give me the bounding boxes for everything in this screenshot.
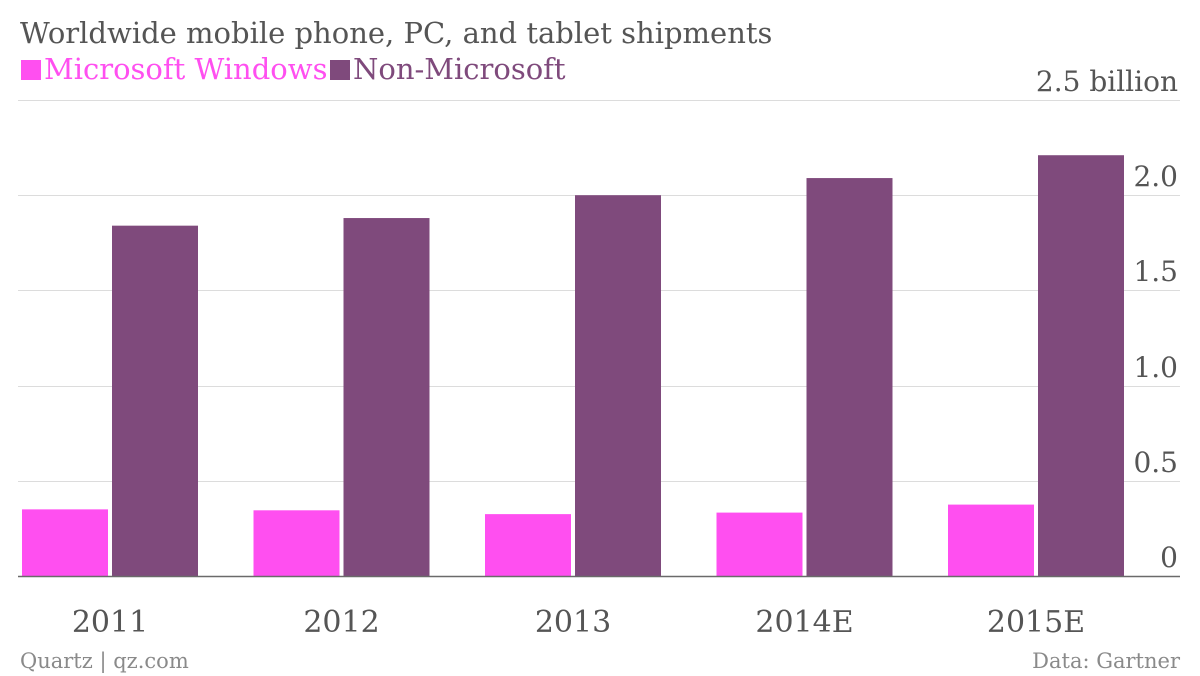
x-axis-tick-labels: 2011 2012 2013 2014E 2015E: [72, 605, 1085, 640]
y-axis-tick-labels: 0 0.5 1.0 1.5 2.0 2.5 billion: [1036, 65, 1178, 574]
legend-label-microsoft-windows: Microsoft Windows: [44, 52, 327, 86]
y-tick-label-1-5: 1.5: [1133, 255, 1178, 288]
bar-non-microsoft-2014e: [806, 178, 893, 576]
legend: Microsoft Windows Non-Microsoft: [21, 52, 566, 86]
y-tick-label-0-5: 0.5: [1133, 446, 1178, 479]
bar-microsoft-windows-2011: [22, 509, 108, 576]
x-tick-label-2014e: 2014E: [755, 605, 853, 640]
bar-non-microsoft-2013: [575, 195, 661, 576]
legend-swatch-microsoft-windows: [21, 60, 41, 80]
legend-label-non-microsoft: Non-Microsoft: [353, 52, 566, 86]
x-tick-label-2012: 2012: [303, 605, 379, 640]
footer-source: Data: Gartner: [1032, 649, 1181, 673]
x-tick-label-2013: 2013: [535, 605, 611, 640]
bar-microsoft-windows-2015e: [948, 504, 1034, 576]
x-tick-label-2011: 2011: [72, 605, 148, 640]
bar-microsoft-windows-2014e: [716, 512, 803, 576]
bar-microsoft-windows-2012: [253, 510, 340, 576]
y-tick-label-2-0: 2.0: [1133, 160, 1178, 193]
bar-non-microsoft-2011: [112, 225, 198, 576]
bar-non-microsoft-2012: [343, 218, 430, 576]
bar-microsoft-windows-2013: [485, 514, 571, 576]
legend-swatch-non-microsoft: [330, 60, 350, 80]
bars: [22, 155, 1124, 576]
x-tick-label-2015e: 2015E: [987, 605, 1085, 640]
y-tick-label-2-5-billion: 2.5 billion: [1036, 65, 1178, 98]
y-tick-label-0: 0: [1160, 541, 1178, 574]
bar-non-microsoft-2015e: [1038, 155, 1124, 576]
footer-credit: Quartz | qz.com: [20, 649, 189, 674]
chart-title: Worldwide mobile phone, PC, and tablet s…: [20, 16, 772, 50]
y-tick-label-1-0: 1.0: [1133, 351, 1178, 384]
